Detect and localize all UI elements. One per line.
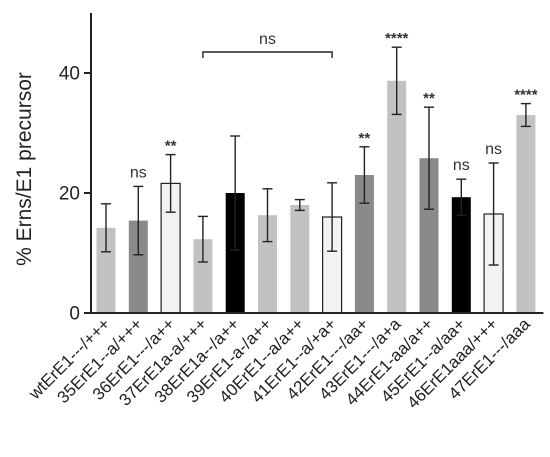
error-bar xyxy=(197,215,208,263)
bar xyxy=(225,193,245,313)
bar xyxy=(387,80,407,313)
y-axis: 0 20 40 xyxy=(59,13,92,325)
y-tick-label: 40 xyxy=(59,64,80,85)
error-bar xyxy=(165,153,176,213)
y-axis-label: % Erns/E1 precursor xyxy=(13,72,36,266)
significance-label: ns xyxy=(130,164,147,181)
significance-label: ns xyxy=(485,141,502,158)
error-bar xyxy=(359,146,370,204)
error-bar xyxy=(456,178,467,216)
error-bar xyxy=(488,162,499,266)
significance-label: ns xyxy=(453,157,470,174)
bar xyxy=(193,239,213,313)
significance-label: ** xyxy=(165,138,177,155)
significance-label: **** xyxy=(385,30,409,47)
significance-label: ** xyxy=(423,90,435,107)
bar xyxy=(451,197,471,313)
significance-label: **** xyxy=(514,87,538,104)
error-bar xyxy=(327,182,338,252)
error-bar xyxy=(133,185,144,256)
error-bar xyxy=(391,46,402,116)
bar xyxy=(290,205,310,313)
significance-label: ** xyxy=(359,130,371,147)
bar xyxy=(258,215,277,313)
y-tick-label: 20 xyxy=(59,184,80,205)
bar xyxy=(516,115,536,313)
bar xyxy=(128,220,148,313)
bar xyxy=(96,227,116,313)
bar xyxy=(419,158,439,313)
y-tick-label: 0 xyxy=(69,304,80,325)
error-bar xyxy=(230,135,241,251)
comparison-bracket: ns xyxy=(202,31,333,58)
bracket-label: ns xyxy=(259,31,276,48)
error-bar xyxy=(262,188,273,243)
error-bar xyxy=(294,198,305,212)
x-axis: wtErE1---/+++35ErE1--a/+++36ErE1---/a++3… xyxy=(25,312,544,412)
error-bar xyxy=(424,106,434,210)
bar xyxy=(354,175,374,313)
error-bar xyxy=(101,203,111,253)
error-bar xyxy=(520,102,531,128)
